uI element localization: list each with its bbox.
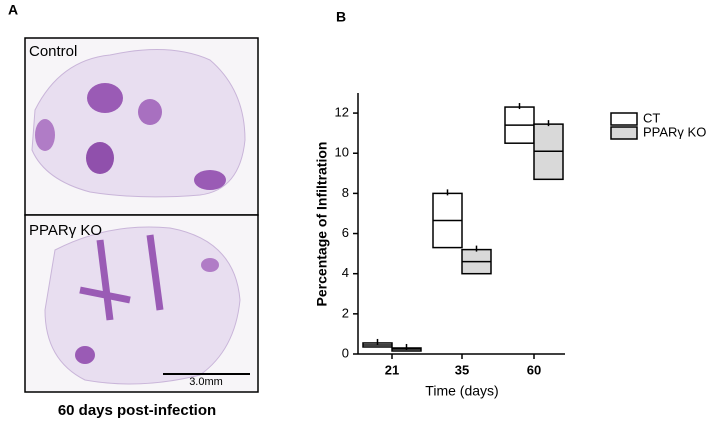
micrograph-ko: PPARγ KO 3.0mm: [24, 214, 259, 393]
x-tick-label: 60: [527, 362, 541, 377]
panel-label: A: [8, 2, 18, 18]
y-tick-label: 6: [342, 225, 349, 240]
y-axis-label: Percentage of Infiltration: [314, 142, 330, 307]
x-axis-label: Time (days): [425, 383, 498, 399]
micrograph-label: PPARγ KO: [29, 222, 102, 239]
y-tick-label: 2: [342, 305, 349, 320]
panel-label: B: [336, 9, 346, 25]
x-tick-label: 35: [455, 362, 469, 377]
legend-label: CT: [643, 110, 660, 125]
y-tick-label: 10: [335, 145, 349, 160]
y-tick-label: 0: [342, 345, 349, 360]
legend-swatch: [610, 126, 638, 140]
legend-swatch: [610, 112, 638, 126]
micrograph-control: Control: [24, 37, 259, 216]
caption: 60 days post-infection: [58, 402, 216, 419]
y-tick-label: 4: [342, 265, 349, 280]
micrograph-label: Control: [29, 43, 77, 60]
y-tick-label: 12: [335, 105, 349, 120]
legend-label: PPARγ KO: [643, 124, 706, 139]
x-tick-label: 21: [385, 362, 399, 377]
y-tick-label: 8: [342, 185, 349, 200]
scale-bar-label: 3.0mm: [189, 376, 223, 388]
